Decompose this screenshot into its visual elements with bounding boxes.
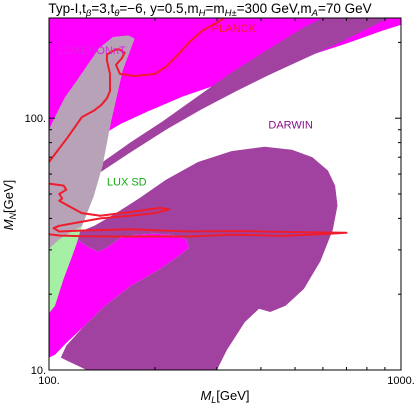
darwin-region (60, 146, 338, 370)
label-darwin: DARWIN (268, 120, 312, 132)
x-axis-label: ML[GeV] (200, 388, 249, 405)
label-lux-sd: LUX SD (107, 177, 147, 189)
label-lz-xenonnt: LZ/XENONnT (58, 45, 126, 57)
chart-title: Typ-I,tβ=3,tθ=−6, y=0.5,mH=mH±=300 GeV,m… (48, 1, 371, 19)
region-labels: PLANCK LZ/XENONnT DARWIN LUX SD (58, 23, 313, 189)
label-planck: PLANCK (212, 23, 257, 35)
magenta-upper-region (49, 18, 401, 182)
magenta-region (49, 218, 190, 358)
curve-planck (49, 18, 225, 163)
y-tick-label: 100. (25, 113, 46, 125)
axis-ticks: 100. 1000.10.100. (25, 18, 415, 387)
lz-xenonnt-region (49, 35, 135, 249)
y-axis-label: MN[GeV] (1, 180, 18, 231)
x-tick-label: 100. (38, 375, 59, 387)
curve-planck-lower (49, 182, 348, 238)
plot-area (49, 18, 401, 370)
y-tick-label: 10. (31, 365, 46, 377)
x-tick-label: 1000. (387, 375, 415, 387)
